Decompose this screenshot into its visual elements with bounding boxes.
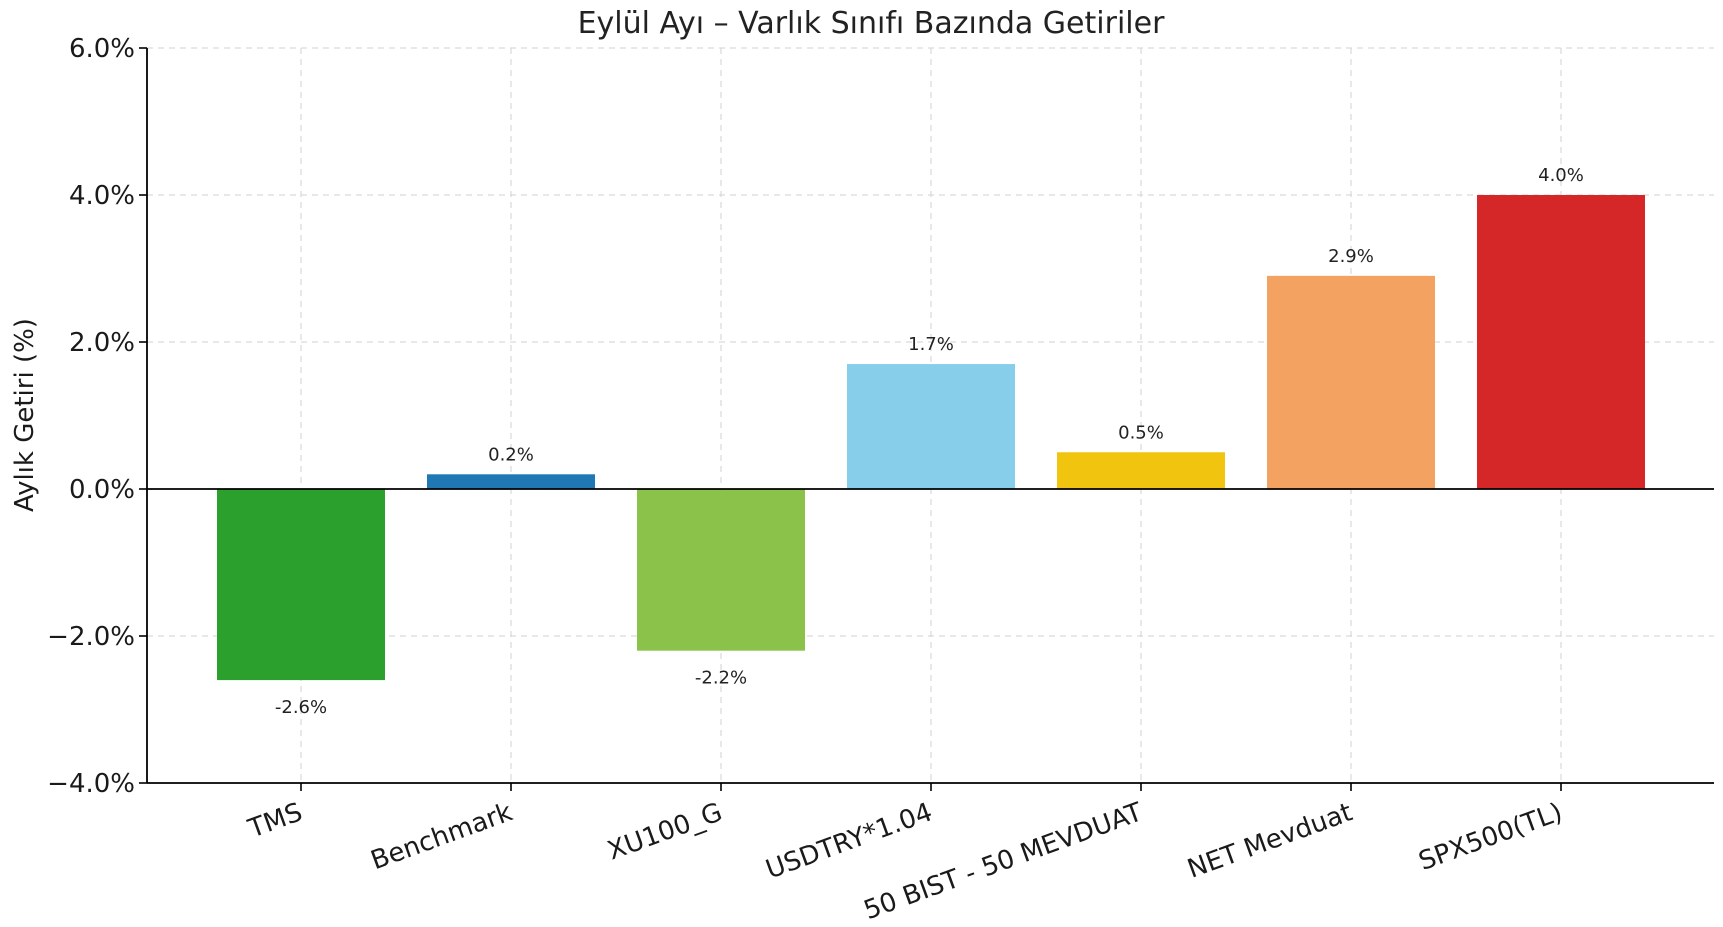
x-tick-label: NET Mevduat	[1184, 797, 1357, 884]
bar-3	[847, 364, 1015, 489]
bars	[217, 195, 1645, 681]
y-tick-label: 2.0%	[69, 328, 135, 358]
x-tick-label: USDTRY*1.04	[762, 797, 936, 885]
x-tick-label: XU100_G	[604, 797, 727, 866]
bar-6	[1477, 195, 1645, 489]
value-label: 0.2%	[488, 444, 534, 465]
bar-0	[217, 489, 385, 681]
value-label: 2.9%	[1328, 246, 1374, 267]
bar-1	[427, 474, 595, 489]
x-tick-label: SPX500(TL)	[1415, 797, 1566, 877]
bar-5	[1267, 275, 1435, 489]
y-tick-label: 0.0%	[69, 475, 135, 505]
value-label: -2.6%	[275, 697, 327, 718]
value-label: 0.5%	[1118, 422, 1164, 443]
y-tick-label: −4.0%	[47, 769, 135, 799]
y-tick-label: −2.0%	[47, 622, 135, 652]
axes	[139, 47, 1714, 791]
x-tick-label: Benchmark	[367, 797, 516, 876]
y-tick-label: 4.0%	[69, 181, 135, 211]
y-tick-label: 6.0%	[69, 34, 135, 64]
y-axis-title: Aylık Getiri (%)	[10, 318, 40, 512]
bar-2	[637, 489, 805, 651]
chart-title: Eylül Ayı – Varlık Sınıfı Bazında Getiri…	[578, 6, 1166, 41]
value-label: 4.0%	[1538, 165, 1584, 186]
value-label: -2.2%	[695, 668, 747, 689]
x-tick-label: TMS	[244, 797, 307, 844]
value-label: 1.7%	[908, 334, 954, 355]
bar-4	[1057, 452, 1225, 489]
